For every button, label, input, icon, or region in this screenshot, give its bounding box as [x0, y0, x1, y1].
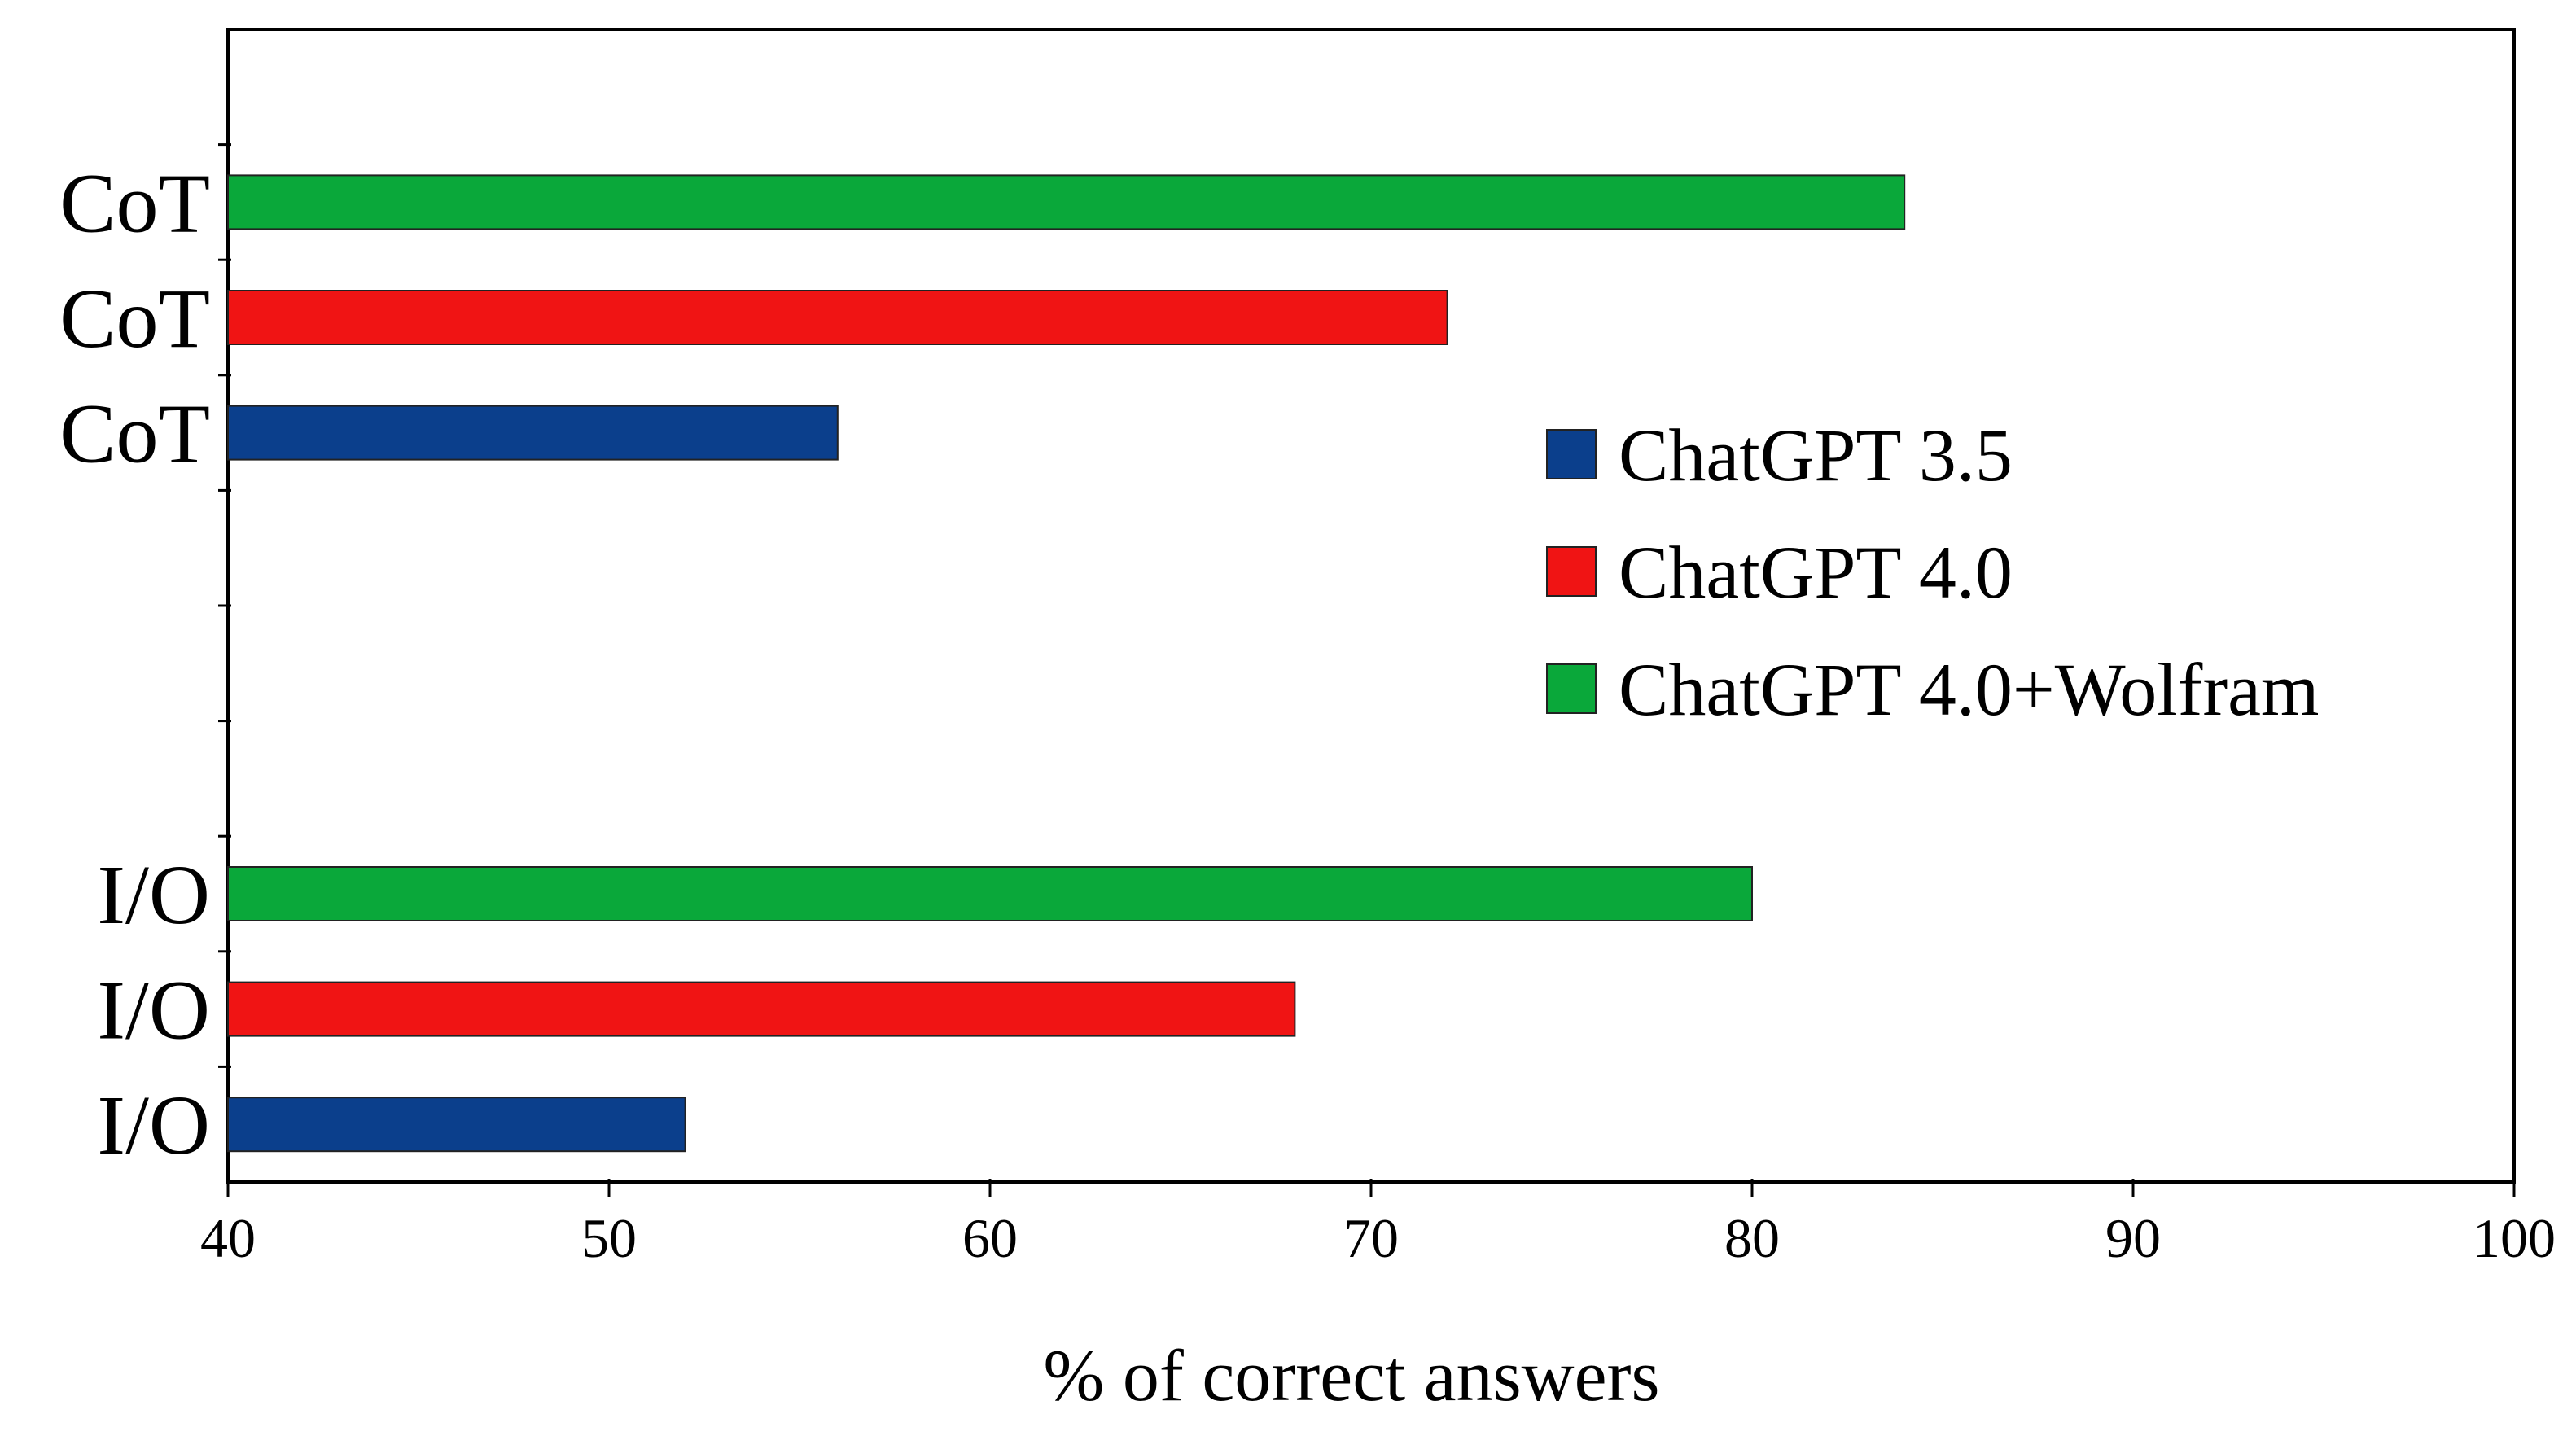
bar-io-chatgpt-4-0 — [227, 981, 1296, 1037]
x-tick-label: 40 — [200, 1207, 256, 1269]
legend-swatch — [1546, 429, 1597, 479]
legend-label: ChatGPT 4.0 — [1619, 531, 2013, 614]
legend-label: ChatGPT 4.0+Wolfram — [1619, 648, 2319, 731]
y-tick-marks — [218, 143, 231, 1068]
x-tick-label: 50 — [581, 1207, 637, 1269]
legend-swatch — [1546, 663, 1597, 714]
category-label: CoT — [59, 272, 210, 366]
x-tick-label: 100 — [2473, 1207, 2556, 1269]
x-tick-label: 80 — [1724, 1207, 1780, 1269]
bars — [227, 174, 1906, 1153]
bar-cot-chatgpt-4-0-wolfram — [227, 174, 1906, 230]
legend-swatch — [1546, 546, 1597, 597]
bar-io-chatgpt-4-0-wolfram — [227, 866, 1753, 921]
x-tick-label: 60 — [962, 1207, 1018, 1269]
legend: ChatGPT 3.5 ChatGPT 4.0 ChatGPT 4.0+Wolfra… — [1546, 414, 2319, 731]
bar-io-chatgpt-3-5 — [227, 1097, 686, 1153]
x-ticks: 40 50 60 70 80 90 100 — [200, 1179, 2556, 1269]
category-label: I/O — [97, 848, 210, 942]
x-axis-label: % of correct answers — [1043, 1336, 1659, 1416]
category-label: CoT — [59, 156, 210, 250]
bar-cot-chatgpt-4-0 — [227, 290, 1448, 345]
legend-label: ChatGPT 3.5 — [1619, 414, 2013, 497]
category-label: CoT — [59, 387, 210, 481]
x-tick-label: 70 — [1343, 1207, 1399, 1269]
x-tick-label: 90 — [2105, 1207, 2161, 1269]
bar-cot-chatgpt-3-5 — [227, 405, 839, 461]
category-labels: CoT CoT CoT I/O I/O I/O — [59, 156, 210, 1172]
category-label: I/O — [97, 1079, 210, 1172]
category-label: I/O — [97, 964, 210, 1057]
